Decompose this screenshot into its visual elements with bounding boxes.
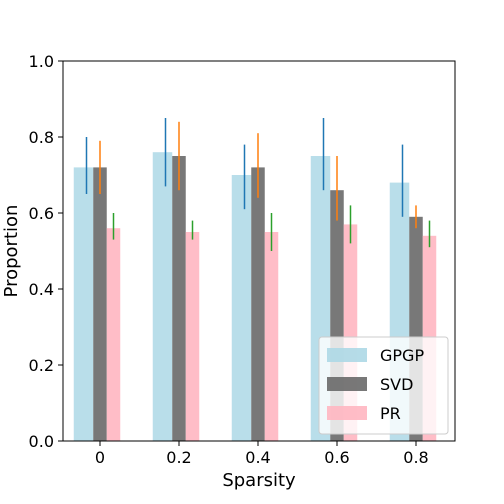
x-axis-label: Sparsity xyxy=(222,470,296,491)
x-tick-label: 0.8 xyxy=(403,448,428,467)
x-axis: 0 0.2 0.4 0.6 0.8 xyxy=(95,441,429,467)
bar-gpgp-0 xyxy=(73,167,94,441)
bar-pr-0 xyxy=(106,228,121,441)
legend-label-gpgp: GPGP xyxy=(380,346,424,365)
legend: GPGP SVD PR xyxy=(318,336,449,435)
y-tick-label: 0.4 xyxy=(29,280,54,299)
y-tick-label: 0.8 xyxy=(29,128,54,147)
bar-svd-2 xyxy=(251,167,265,441)
x-tick-label: 0.6 xyxy=(324,448,349,467)
bar-gpgp-1 xyxy=(152,152,173,441)
legend-label-pr: PR xyxy=(380,404,401,423)
bar-pr-1 xyxy=(185,232,200,441)
y-tick-label: 0.6 xyxy=(29,204,54,223)
plot-frame xyxy=(62,60,456,442)
y-tick-label: 0.2 xyxy=(29,356,54,375)
x-tick-label: 0 xyxy=(95,448,105,467)
y-axis: 0.0 0.2 0.4 0.6 0.8 1.0 xyxy=(29,52,63,451)
legend-swatch-pr xyxy=(327,406,367,420)
error-bars-layer xyxy=(85,118,431,251)
x-tick-label: 0.2 xyxy=(166,448,191,467)
y-axis-label: Proportion xyxy=(1,205,22,298)
bar-pr-2 xyxy=(264,232,279,441)
x-tick-label: 0.4 xyxy=(245,448,270,467)
legend-label-svd: SVD xyxy=(380,375,413,394)
legend-swatch-gpgp xyxy=(327,348,367,362)
y-tick-label: 1.0 xyxy=(29,52,54,71)
bar-gpgp-2 xyxy=(231,175,252,441)
bar-svd-1 xyxy=(172,156,186,441)
y-tick-label: 0.0 xyxy=(29,432,54,451)
legend-swatch-svd xyxy=(327,377,367,391)
bar-svd-0 xyxy=(93,167,107,441)
